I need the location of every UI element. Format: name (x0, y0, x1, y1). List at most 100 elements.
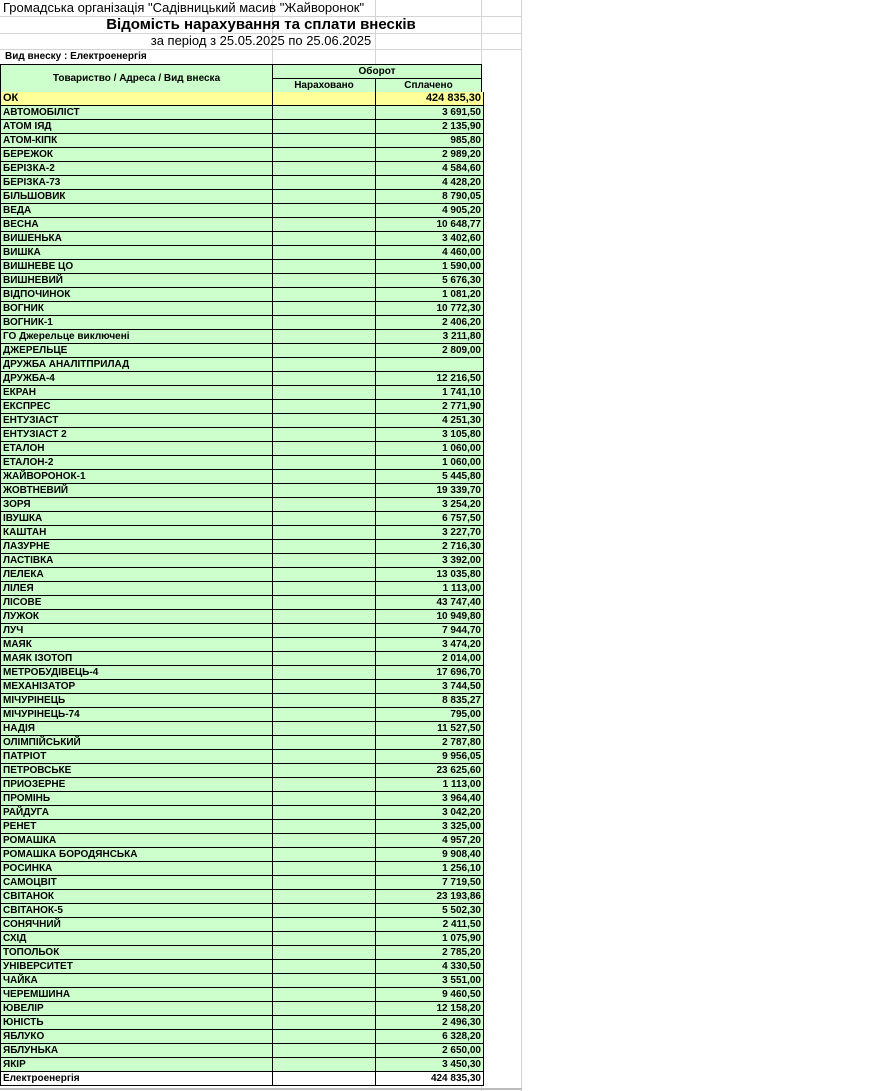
table-row[interactable]: ЕНТУЗІАСТ 4 251,30 (1, 414, 483, 428)
total-row[interactable]: Електроенергія 424 835,30 (1, 1072, 483, 1086)
table-row[interactable]: МАЯК ІЗОТОП 2 014,00 (1, 652, 483, 666)
table-row[interactable]: ЛУЖОК 10 949,80 (1, 610, 483, 624)
row-paid: 8 790,05 (442, 191, 481, 202)
table-row[interactable]: РОМАШКА БОРОДЯНСЬКА 9 908,40 (1, 848, 483, 862)
table-row[interactable]: ВЕДА 4 905,20 (1, 204, 483, 218)
table-row[interactable]: ВОГНИК-1 2 406,20 (1, 316, 483, 330)
row-paid: 2 771,90 (442, 401, 481, 412)
row-name: НАДІЯ (1, 722, 273, 735)
table-row[interactable]: ЛІЛЕЯ 1 113,00 (1, 582, 483, 596)
row-paid: 3 227,70 (442, 527, 481, 538)
table-row[interactable]: ДЖЕРЕЛЬЦЕ 2 809,00 (1, 344, 483, 358)
table-row[interactable]: ТОПОЛЬОК 2 785,20 (1, 946, 483, 960)
row-name: РЕНЕТ (1, 820, 273, 833)
table-row[interactable]: СХІД 1 075,90 (1, 932, 483, 946)
table-row[interactable]: ЛЕЛЕКА 13 035,80 (1, 568, 483, 582)
table-row[interactable]: АТОМ ІЯД 2 135,90 (1, 120, 483, 134)
table-row[interactable]: СВІТАНОК 23 193,86 (1, 890, 483, 904)
table-row[interactable]: ЖОВТНЕВИЙ 19 339,70 (1, 484, 483, 498)
table-row[interactable]: НАДІЯ 11 527,50 (1, 722, 483, 736)
row-name: МАЯК ІЗОТОП (1, 652, 273, 665)
table-row[interactable]: ЕТАЛОН 1 060,00 (1, 442, 483, 456)
group-row-ok[interactable]: ОК 424 835,30 (1, 92, 483, 106)
table-row[interactable]: МІЧУРІНЕЦЬ 8 835,27 (1, 694, 483, 708)
table-row[interactable]: БІЛЬШОВИК 8 790,05 (1, 190, 483, 204)
row-accrued (273, 484, 376, 497)
table-row[interactable]: БЕРІЗКА-73 4 428,20 (1, 176, 483, 190)
table-row[interactable]: ЧЕРЕМШИНА 9 460,50 (1, 988, 483, 1002)
table-row[interactable]: ЯКІР 3 450,30 (1, 1058, 483, 1072)
table-row[interactable]: ІВУШКА 6 757,50 (1, 512, 483, 526)
table-row[interactable]: ЕКСПРЕС 2 771,90 (1, 400, 483, 414)
table-row[interactable]: МАЯК 3 474,20 (1, 638, 483, 652)
row-paid: 9 956,05 (442, 751, 481, 762)
row-accrued (273, 806, 376, 819)
table-row[interactable]: МЕТРОБУДІВЕЦЬ-4 17 696,70 (1, 666, 483, 680)
row-paid: 2 989,20 (442, 149, 481, 160)
table-row[interactable]: ВОГНИК 10 772,30 (1, 302, 483, 316)
table-row[interactable]: ВЕСНА 10 648,77 (1, 218, 483, 232)
table-row[interactable]: УНІВЕРСИТЕТ 4 330,50 (1, 960, 483, 974)
row-paid: 23 193,86 (436, 891, 482, 902)
table-row[interactable]: ЯБЛУКО 6 328,20 (1, 1030, 483, 1044)
table-row[interactable]: ПРОМІНЬ 3 964,40 (1, 792, 483, 806)
table-row[interactable]: МЕХАНІЗАТОР 3 744,50 (1, 680, 483, 694)
table-row[interactable]: ЕКРАН 1 741,10 (1, 386, 483, 400)
row-accrued (273, 918, 376, 931)
table-row[interactable]: ЮВЕЛІР 12 158,20 (1, 1002, 483, 1016)
row-paid: 3 964,40 (442, 793, 481, 804)
table-row[interactable]: РОМАШКА 4 957,20 (1, 834, 483, 848)
table-row[interactable]: ЮНІСТЬ 2 496,30 (1, 1016, 483, 1030)
table-row[interactable]: ЗОРЯ 3 254,20 (1, 498, 483, 512)
table-row[interactable]: ВИШКА 4 460,00 (1, 246, 483, 260)
table-row[interactable]: ЧАЙКА 3 551,00 (1, 974, 483, 988)
table-row[interactable]: ЯБЛУНЬКА 2 650,00 (1, 1044, 483, 1058)
table-row[interactable]: АВТОМОБІЛІСТ 3 691,50 (1, 106, 483, 120)
table-row[interactable]: ОЛІМПІЙСЬКИЙ 2 787,80 (1, 736, 483, 750)
row-paid: 1 081,20 (442, 289, 481, 300)
row-paid: 1 075,90 (442, 933, 481, 944)
table-row[interactable]: ЛІСОВЕ 43 747,40 (1, 596, 483, 610)
row-accrued (273, 442, 376, 455)
table-row[interactable]: ГО Джерельце виключені 3 211,80 (1, 330, 483, 344)
table-row[interactable]: ЛАСТІВКА 3 392,00 (1, 554, 483, 568)
row-accrued (273, 148, 376, 161)
row-paid: 9 908,40 (442, 849, 481, 860)
table-row[interactable]: ПЕТРОВСЬКЕ 23 625,60 (1, 764, 483, 778)
table-row[interactable]: АТОМ-КІПК 985,80 (1, 134, 483, 148)
table-row[interactable]: ЛАЗУРНЕ 2 716,30 (1, 540, 483, 554)
row-accrued (273, 596, 376, 609)
table-row[interactable]: ЕТАЛОН-2 1 060,00 (1, 456, 483, 470)
row-name: ВІДПОЧИНОК (1, 288, 273, 301)
table-row[interactable]: ВИШНЕВИЙ 5 676,30 (1, 274, 483, 288)
table-row[interactable]: БЕРІЗКА-2 4 584,60 (1, 162, 483, 176)
table-row[interactable]: СОНЯЧНИЙ 2 411,50 (1, 918, 483, 932)
table-row[interactable]: БЕРЕЖОК 2 989,20 (1, 148, 483, 162)
row-name: МЕХАНІЗАТОР (1, 680, 273, 693)
table-row[interactable]: ДРУЖБА-4 12 216,50 (1, 372, 483, 386)
table-row[interactable]: ВИШНЕВЕ ЦО 1 590,00 (1, 260, 483, 274)
table-row[interactable]: ВИШЕНЬКА 3 402,60 (1, 232, 483, 246)
table-row[interactable]: ВІДПОЧИНОК 1 081,20 (1, 288, 483, 302)
table-row[interactable]: ПАТРІОТ 9 956,05 (1, 750, 483, 764)
table-row[interactable]: ПРИОЗЕРНЕ 1 113,00 (1, 778, 483, 792)
row-paid: 6 328,20 (442, 1031, 481, 1042)
table-row[interactable]: ЖАЙВОРОНОК-1 5 445,80 (1, 470, 483, 484)
table-row[interactable]: САМОЦВІТ 7 719,50 (1, 876, 483, 890)
table-row[interactable]: РАЙДУГА 3 042,20 (1, 806, 483, 820)
table-row[interactable]: КАШТАН 3 227,70 (1, 526, 483, 540)
gridline (0, 33, 522, 34)
row-name: ВЕСНА (1, 218, 273, 231)
row-name: СВІТАНОК-5 (1, 904, 273, 917)
row-name: ЕКРАН (1, 386, 273, 399)
table-row[interactable]: РЕНЕТ 3 325,00 (1, 820, 483, 834)
table-row[interactable]: ЛУЧ 7 944,70 (1, 624, 483, 638)
table-row[interactable]: ДРУЖБА АНАЛІТПРИЛАД (1, 358, 483, 372)
table-row[interactable]: СВІТАНОК-5 5 502,30 (1, 904, 483, 918)
row-paid: 2 135,90 (442, 121, 481, 132)
row-paid: 4 584,60 (442, 163, 481, 174)
table-row[interactable]: ЕНТУЗІАСТ 2 3 105,80 (1, 428, 483, 442)
table-row[interactable]: МІЧУРІНЕЦЬ-74 795,00 (1, 708, 483, 722)
table-row[interactable]: РОСИНКА 1 256,10 (1, 862, 483, 876)
gridline (0, 49, 522, 50)
